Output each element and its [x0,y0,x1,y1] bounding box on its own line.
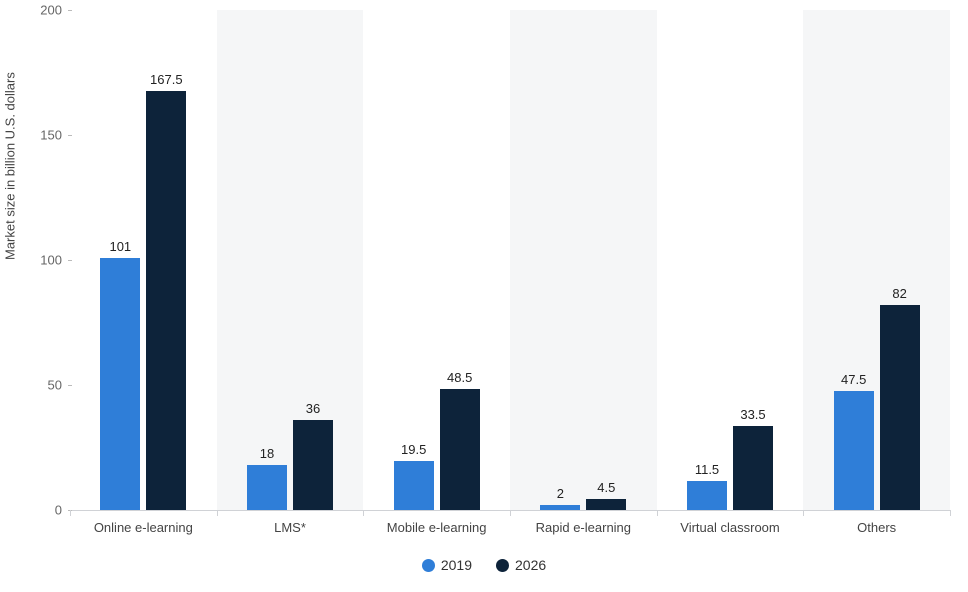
bar-value-label: 36 [306,401,320,416]
bar-value-label: 11.5 [695,462,719,477]
y-tick-mark [68,385,72,386]
bar-value-label: 2 [557,486,564,501]
x-tick-mark [510,510,511,516]
category-band [803,10,950,510]
x-axis-label: Rapid e-learning [536,520,631,535]
bar-value-label: 19.5 [401,442,426,457]
bar[interactable] [247,465,287,510]
y-tick-label: 200 [12,3,62,18]
x-axis-label: Others [857,520,896,535]
x-tick-mark [70,510,71,516]
y-tick-mark [68,135,72,136]
y-tick-label: 0 [12,503,62,518]
x-tick-mark [217,510,218,516]
y-tick-label: 150 [12,128,62,143]
bar-value-label: 18 [260,446,274,461]
bar-value-label: 4.5 [597,480,615,495]
bar[interactable] [687,481,727,510]
x-tick-mark [950,510,951,516]
chart: Market size in billion U.S. dollars 2019… [0,0,968,592]
y-axis-label: Market size in billion U.S. dollars [3,72,18,260]
y-tick-label: 50 [12,378,62,393]
bar[interactable] [586,499,626,510]
category-band [217,10,364,510]
x-axis-label: Mobile e-learning [387,520,487,535]
legend-marker-icon [496,559,509,572]
x-tick-mark [657,510,658,516]
legend-label: 2019 [441,557,472,573]
legend-item[interactable]: 2026 [496,557,546,573]
bar-value-label: 48.5 [447,370,472,385]
bar[interactable] [440,389,480,510]
x-axis-label: Online e-learning [94,520,193,535]
y-tick-label: 100 [12,253,62,268]
plot-area [70,10,950,510]
y-tick-mark [68,260,72,261]
bar[interactable] [834,391,874,510]
bar[interactable] [146,91,186,510]
legend-marker-icon [422,559,435,572]
bar-value-label: 33.5 [740,407,765,422]
bar-value-label: 101 [109,239,131,254]
bar[interactable] [733,426,773,510]
bar[interactable] [880,305,920,510]
x-tick-mark [363,510,364,516]
bar[interactable] [293,420,333,510]
x-axis-label: LMS* [274,520,306,535]
bar-value-label: 82 [892,286,906,301]
bar-value-label: 47.5 [841,372,866,387]
y-tick-mark [68,10,72,11]
legend: 2019 2026 [0,557,968,577]
bar-value-label: 167.5 [150,72,183,87]
legend-item[interactable]: 2019 [422,557,472,573]
x-tick-mark [803,510,804,516]
legend-label: 2026 [515,557,546,573]
category-band [510,10,657,510]
x-axis-label: Virtual classroom [680,520,779,535]
bar[interactable] [100,258,140,511]
bar[interactable] [394,461,434,510]
